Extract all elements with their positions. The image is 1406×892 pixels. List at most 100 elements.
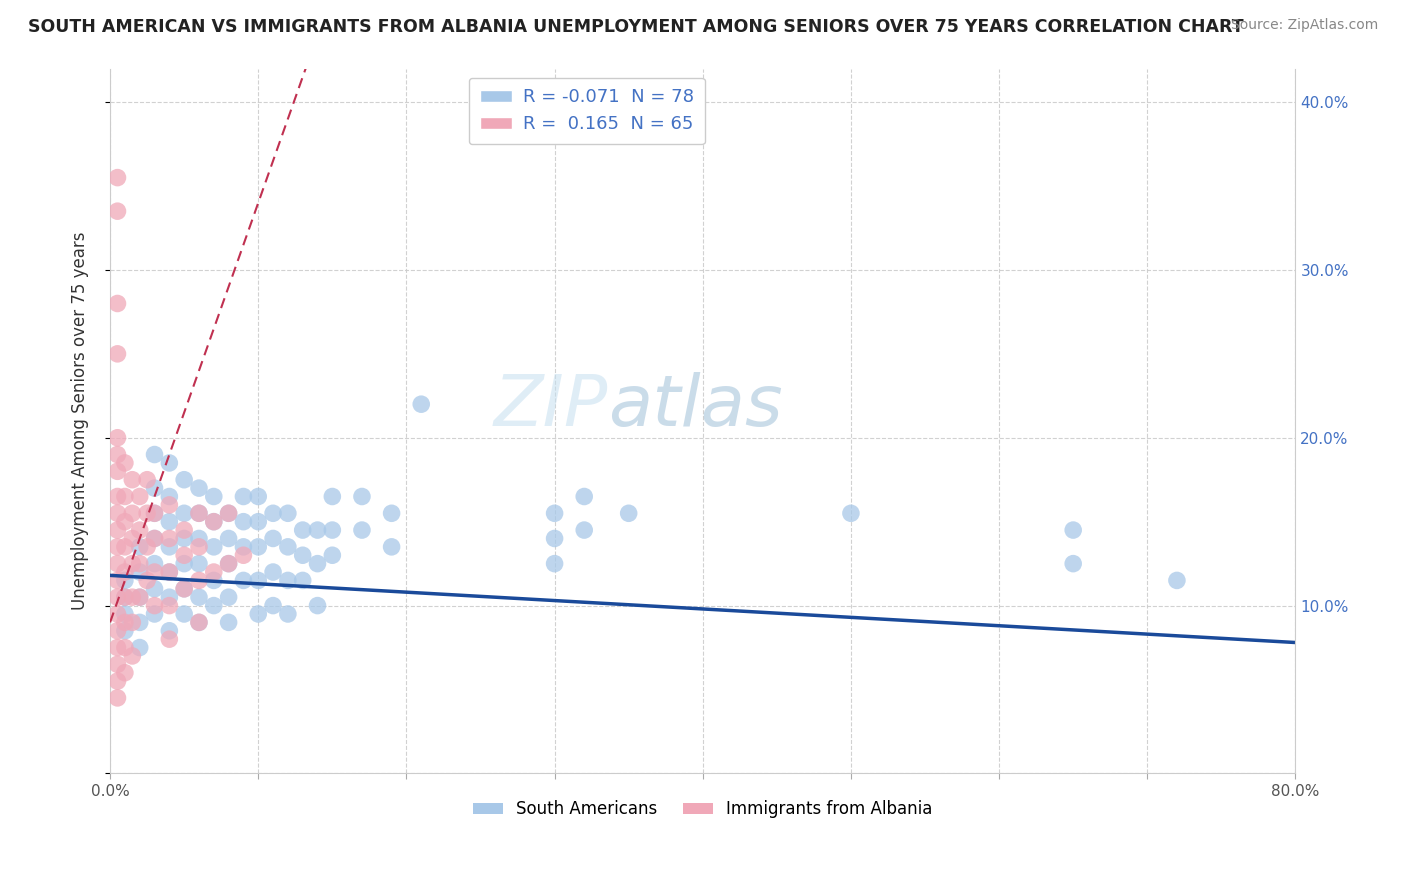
Point (143, 599, 166, 613)
Point (202, 490, 225, 504)
Point (188, 557, 211, 571)
Point (381, 506, 404, 520)
Point (291, 523, 314, 537)
Point (107, 607, 129, 621)
Point (136, 506, 159, 520)
Point (157, 624, 180, 638)
Point (128, 490, 150, 504)
Point (107, 448, 129, 462)
Point (1062, 557, 1084, 571)
Point (381, 540, 404, 554)
Point (107, 540, 129, 554)
Point (114, 515, 136, 529)
Point (202, 574, 225, 588)
Point (107, 557, 129, 571)
Point (136, 473, 159, 487)
Point (107, 490, 129, 504)
Point (121, 615, 143, 630)
Point (143, 557, 166, 571)
Point (350, 490, 373, 504)
Point (247, 607, 270, 621)
Point (277, 574, 299, 588)
Point (157, 591, 180, 605)
Point (247, 574, 270, 588)
Point (202, 515, 225, 529)
Point (321, 490, 343, 504)
Point (114, 615, 136, 630)
Point (136, 540, 159, 554)
Y-axis label: Unemployment Among Seniors over 75 years: Unemployment Among Seniors over 75 years (72, 232, 89, 610)
Point (114, 540, 136, 554)
Point (114, 624, 136, 638)
Point (173, 582, 195, 596)
Point (247, 515, 270, 529)
Point (202, 565, 225, 579)
Point (1062, 523, 1084, 537)
Point (128, 640, 150, 655)
Point (188, 591, 211, 605)
Point (114, 565, 136, 579)
Point (574, 490, 596, 504)
Point (277, 506, 299, 520)
Point (157, 456, 180, 470)
Point (232, 548, 254, 562)
Point (188, 506, 211, 520)
Point (1166, 574, 1188, 588)
Point (121, 473, 143, 487)
Point (247, 490, 270, 504)
Point (262, 565, 284, 579)
Point (218, 591, 240, 605)
Point (143, 481, 166, 495)
Point (114, 591, 136, 605)
Text: ZIP: ZIP (494, 372, 607, 442)
Point (107, 674, 129, 689)
Point (157, 565, 180, 579)
Point (107, 347, 129, 361)
Point (128, 565, 150, 579)
Point (188, 481, 211, 495)
Point (173, 506, 195, 520)
Point (107, 690, 129, 705)
Point (107, 657, 129, 672)
Point (121, 557, 143, 571)
Point (128, 591, 150, 605)
Point (143, 448, 166, 462)
Point (173, 473, 195, 487)
Point (136, 574, 159, 588)
Point (173, 582, 195, 596)
Point (121, 506, 143, 520)
Point (114, 591, 136, 605)
Point (262, 599, 284, 613)
Text: Source: ZipAtlas.com: Source: ZipAtlas.com (1230, 18, 1378, 32)
Text: atlas: atlas (607, 372, 783, 442)
Point (157, 515, 180, 529)
Point (121, 648, 143, 663)
Point (543, 506, 565, 520)
Point (114, 456, 136, 470)
Point (143, 506, 166, 520)
Point (617, 506, 640, 520)
Point (143, 565, 166, 579)
Point (107, 296, 129, 310)
Text: SOUTH AMERICAN VS IMMIGRANTS FROM ALBANIA UNEMPLOYMENT AMONG SENIORS OVER 75 YEA: SOUTH AMERICAN VS IMMIGRANTS FROM ALBANI… (28, 18, 1244, 36)
Point (143, 607, 166, 621)
Point (157, 532, 180, 546)
Point (157, 565, 180, 579)
Point (107, 640, 129, 655)
Point (188, 615, 211, 630)
Point (188, 615, 211, 630)
Point (173, 523, 195, 537)
Point (143, 532, 166, 546)
Point (262, 506, 284, 520)
Point (107, 464, 129, 478)
Point (202, 540, 225, 554)
Point (173, 548, 195, 562)
Point (307, 599, 329, 613)
Point (157, 632, 180, 647)
Point (321, 523, 343, 537)
Point (114, 490, 136, 504)
Point (350, 523, 373, 537)
Point (107, 591, 129, 605)
Point (232, 490, 254, 504)
Point (202, 515, 225, 529)
